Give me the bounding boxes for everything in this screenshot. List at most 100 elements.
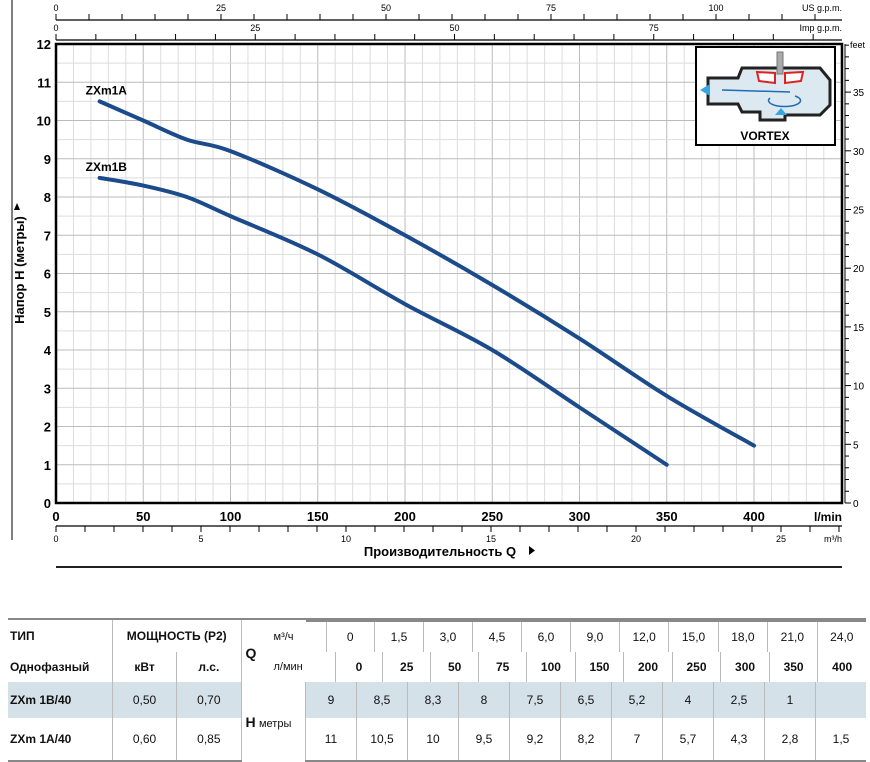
q-m3h-unit: м³/ч [273, 620, 295, 652]
head-value: 1 [764, 682, 816, 718]
secondary-tick-label: 25 [250, 23, 260, 33]
y-tick-label: 1 [44, 458, 51, 473]
h-label-cell: H метры [240, 682, 306, 761]
hp-header: л.с. [176, 652, 241, 682]
inflow-arrow-icon [775, 108, 787, 115]
x-tick-label: 400 [743, 509, 765, 524]
power-kw: 0,60 [111, 718, 177, 762]
y-tick-label: 0 [44, 496, 51, 511]
head-value: 5,2 [611, 682, 663, 718]
head-value: 9,2 [509, 718, 561, 762]
head-value: 10 [407, 718, 459, 762]
head-value: 4 [662, 682, 714, 718]
head-value: 7,5 [509, 682, 561, 718]
outflow-arrow-icon [700, 84, 710, 96]
head-value: 8 [458, 682, 510, 718]
curve-zxm1a [97, 99, 756, 448]
power-hp: 0,85 [176, 718, 241, 762]
feet-tick-label: 25 [853, 206, 865, 217]
head-value: 8,5 [356, 682, 408, 718]
y-tick-label: 9 [44, 152, 51, 167]
feet-tick-label: 35 [853, 88, 865, 99]
y-arrow-icon [14, 203, 20, 210]
curves: ZXm1A ZXm1B [86, 83, 756, 467]
secondary-tick-label: 50 [381, 3, 391, 13]
x-arrow-icon [529, 546, 535, 555]
feet-tick-label: 15 [853, 323, 865, 334]
model-name: ZXm 1A/40 [8, 718, 113, 762]
vortex-label: VORTEX [740, 129, 789, 143]
plot-frame [54, 42, 844, 505]
y-tick-label: 2 [44, 420, 51, 435]
h-label: H [245, 713, 256, 730]
model-name: ZXm 1B/40 [8, 682, 113, 718]
power-kw: 0,50 [111, 682, 177, 718]
secondary-axis-unit: Imp g.p.m. [799, 23, 842, 33]
power-hp: 0,70 [176, 682, 241, 718]
q-lmin-value: 0 [334, 652, 383, 682]
secondary-axis-unit: US g.p.m. [802, 3, 842, 13]
curve-label-zxm1a: ZXm1A [86, 83, 128, 97]
y-tick-label: 11 [37, 75, 51, 90]
y-tick-label: 7 [44, 228, 51, 243]
feet-unit-label: feet [850, 40, 866, 50]
x-tick-label: 350 [656, 509, 678, 524]
x-tick-label: 200 [394, 509, 416, 524]
q-lmin-value: 250 [671, 652, 721, 682]
head-value [815, 682, 866, 718]
x-tick-label: 300 [569, 509, 591, 524]
feet-tick-label: 10 [853, 382, 865, 393]
curve-label-zxm1b: ZXm1B [86, 160, 128, 174]
q-lmin-value: 150 [574, 652, 624, 682]
q-lmin-value: 75 [478, 652, 527, 682]
x-axis-label: Производительность Q [364, 544, 516, 559]
q-m3h-value: 1,5 [373, 620, 424, 652]
q-m3h-value: 12,0 [618, 620, 669, 652]
secondary-tick-label: 25 [216, 3, 226, 13]
x-tick-label: 0 [52, 509, 59, 524]
performance-table: ТИП МОЩНОСТЬ (P2) Q м³/ч 0 1,5 3,0 4,5 6,0 9,0… [8, 618, 866, 762]
q-lmin-value: 100 [526, 652, 576, 682]
secondary-tick-label: 5 [198, 534, 203, 544]
h-unit: метры [258, 717, 292, 730]
secondary-tick-label: 50 [449, 23, 459, 33]
head-value: 2,8 [764, 718, 816, 762]
secondary-tick-label: 20 [631, 534, 641, 544]
q-lmin-value: 400 [817, 652, 866, 682]
y-tick-label: 5 [44, 305, 51, 320]
secondary-tick-label: 100 [708, 3, 723, 13]
head-value: 6,5 [560, 682, 612, 718]
secondary-tick-label: 0 [53, 3, 58, 13]
type-header: ТИП [8, 618, 113, 652]
x-unit-label: l/min [814, 510, 842, 524]
curve-zxm1b [97, 175, 669, 467]
head-value: 8,2 [560, 718, 612, 762]
y-tick-label: 8 [44, 190, 51, 205]
feet-tick-label: 0 [853, 499, 859, 510]
feet-tick-label: 30 [853, 147, 865, 158]
secondary-tick-label: 25 [776, 534, 786, 544]
q-lmin-value: 350 [768, 652, 818, 682]
q-m3h-value: 6,0 [520, 620, 571, 652]
x-tick-label: 250 [481, 509, 503, 524]
head-value: 1,5 [815, 718, 866, 762]
head-value: 2,5 [713, 682, 765, 718]
q-m3h-value: 24,0 [816, 620, 866, 652]
secondary-tick-label: 75 [546, 3, 556, 13]
q-lmin-value: 25 [382, 652, 431, 682]
feet-tick-label: 5 [853, 440, 859, 451]
q-m3h-value: 0 [325, 620, 375, 652]
q-label: Q [245, 645, 257, 661]
x-tick-label: 150 [307, 509, 329, 524]
head-value: 9,5 [458, 718, 510, 762]
y-tick-label: 3 [44, 381, 51, 396]
q-lmin-value: 300 [720, 652, 770, 682]
secondary-tick-label: 0 [53, 534, 58, 544]
phase-header: Однофазный [10, 660, 90, 674]
head-value: 8,3 [407, 682, 459, 718]
secondary-tick-label: 15 [486, 534, 496, 544]
q-m3h-value: 3,0 [422, 620, 473, 652]
q-m3h-value: 18,0 [717, 620, 768, 652]
q-m3h-value: 9,0 [569, 620, 620, 652]
